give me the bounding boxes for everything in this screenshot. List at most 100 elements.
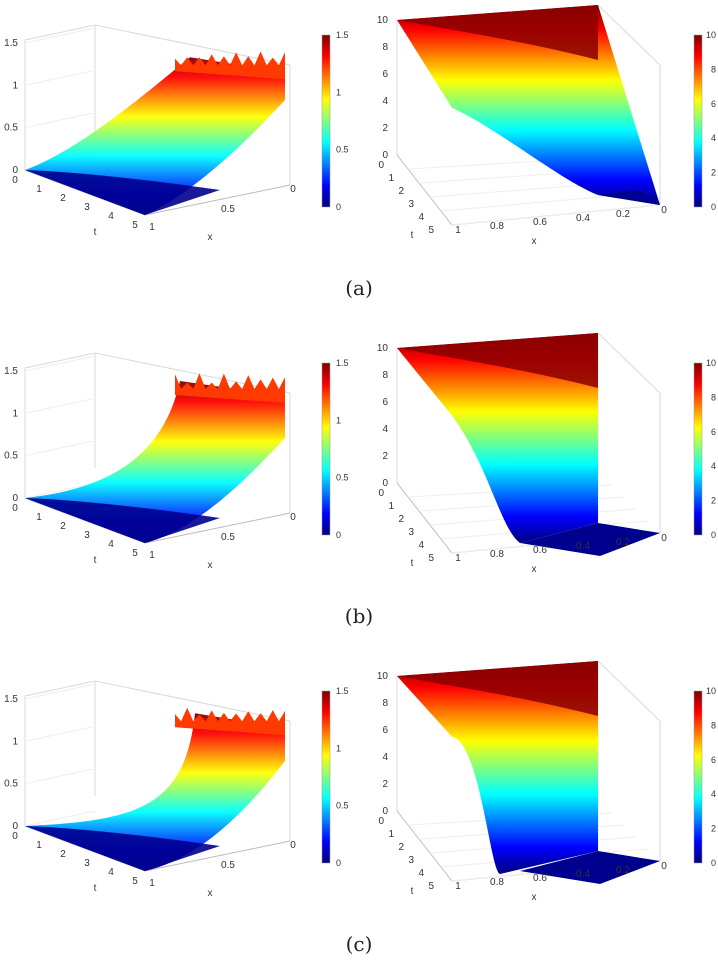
z-tick-label: 0.5: [4, 123, 18, 134]
colorbar: [693, 34, 703, 208]
x-axis-label: x: [532, 564, 537, 575]
x-tick-label: 0.2: [616, 865, 630, 876]
colorbar-tick-label: 6: [711, 427, 716, 437]
z-gridline: [24, 355, 96, 372]
t-tick-label: 2: [60, 521, 66, 532]
x-tick-label: 0.8: [490, 877, 504, 888]
z-tick-label: 2: [382, 779, 388, 790]
x-axis-label: x: [208, 560, 213, 571]
t-axis-label: t: [94, 883, 97, 894]
x-tick-label: 0.2: [616, 537, 630, 548]
colorbar-tick-label: 0.5: [336, 473, 349, 483]
surface-top-plane: [397, 661, 598, 716]
t-tick-label: 4: [418, 212, 424, 223]
back-wall-top: [24, 680, 96, 697]
t-tick-label: 5: [132, 548, 138, 559]
z-gridline: [24, 810, 96, 827]
t-tick-label: 4: [108, 539, 114, 550]
t-tick-label: 2: [398, 842, 404, 853]
z-gridline: [24, 440, 96, 457]
surface-floor: [25, 498, 220, 543]
surface-floor: [598, 190, 660, 205]
colorbar-tick-label: 6: [711, 755, 716, 765]
t-tick-label: 0: [12, 175, 18, 186]
x-tick-label: 0.8: [490, 221, 504, 232]
x-tick-label: 0: [661, 533, 667, 544]
x-tick-label: 0: [290, 184, 296, 195]
x-tick-label: 0.6: [533, 217, 547, 228]
x-tick-label: 1: [149, 222, 155, 233]
z-tick-label: 10: [377, 15, 389, 26]
t-axis-label: t: [94, 555, 97, 566]
z-tick-label: 6: [382, 725, 388, 736]
z-gridline: [24, 725, 96, 742]
t-tick-label: 5: [132, 220, 138, 231]
z-gridline: [24, 482, 96, 499]
t-tick-label: 3: [84, 530, 90, 541]
x-axis-front: [144, 512, 291, 544]
colorbar-tick-label: 1.5: [336, 358, 349, 368]
colorbar-tick-label: 0: [336, 530, 341, 540]
t-tick-label: 1: [388, 829, 394, 840]
z-tick-label: 1.5: [4, 694, 18, 705]
x-tick-label: 0.4: [576, 541, 590, 552]
z-tick-label: 4: [382, 424, 388, 435]
colorbar-tick-label: 1: [336, 743, 341, 753]
colorbar: [321, 690, 331, 864]
x-tick-label: 0.2: [616, 209, 630, 220]
x-tick-label: 0: [290, 840, 296, 851]
t-tick-label: 5: [132, 876, 138, 887]
surface-crest: [175, 373, 285, 403]
z-tick-label: 0: [12, 493, 18, 504]
t-tick-label: 2: [398, 186, 404, 197]
z-gridline: [24, 112, 96, 129]
t-tick-label: 3: [408, 527, 414, 538]
z-tick-label: 1.5: [4, 38, 18, 49]
x-axis-label: x: [532, 892, 537, 903]
t-tick-label: 0: [378, 160, 384, 171]
colorbar: [321, 362, 331, 536]
side-wall-top: [94, 680, 291, 722]
x-axis-label: x: [532, 236, 537, 247]
colorbar-tick-label: 6: [711, 99, 716, 109]
x-tick-label: 0.4: [576, 213, 590, 224]
colorbar-tick-label: 4: [711, 133, 716, 143]
x-tick-label: 0.5: [221, 532, 235, 543]
z-tick-label: 0: [382, 478, 388, 489]
colorbar-tick-label: 1.5: [336, 30, 349, 40]
t-tick-label: 2: [398, 514, 404, 525]
surface-crest: [175, 51, 285, 80]
surface-floor: [520, 523, 660, 556]
colorbar-tick-label: 0.5: [336, 145, 349, 155]
colorbar-tick-label: 10: [706, 686, 716, 696]
x-axis-front: [144, 840, 291, 872]
z-tick-label: 0: [12, 821, 18, 832]
side-wall-top: [597, 4, 661, 66]
x-tick-label: 0.6: [533, 873, 547, 884]
t-axis-label: t: [94, 227, 97, 238]
x-tick-label: 0: [290, 512, 296, 523]
x-tick-label: 0.6: [533, 545, 547, 556]
colorbar-tick-label: 2: [711, 824, 716, 834]
colorbar-tick-label: 8: [711, 64, 716, 74]
t-axis-front: [396, 810, 453, 882]
t-axis-front: [396, 154, 453, 226]
surface-body: [397, 333, 598, 543]
z-tick-label: 2: [382, 451, 388, 462]
t-tick-label: 3: [84, 858, 90, 869]
z-tick-label: 0: [12, 165, 18, 176]
colorbar-tick-label: 4: [711, 789, 716, 799]
colorbar: [693, 362, 703, 536]
t-tick-label: 3: [408, 855, 414, 866]
z-gridline: [24, 768, 96, 785]
colorbar-tick-label: 0: [336, 858, 341, 868]
x-tick-label: 0: [661, 861, 667, 872]
x-tick-label: 0.5: [221, 204, 235, 215]
x-tick-label: 1: [149, 550, 155, 561]
surface-floor: [520, 851, 660, 884]
colorbar-tick-label: 10: [706, 30, 716, 40]
z-tick-label: 0: [382, 806, 388, 817]
colorbar: [693, 690, 703, 864]
